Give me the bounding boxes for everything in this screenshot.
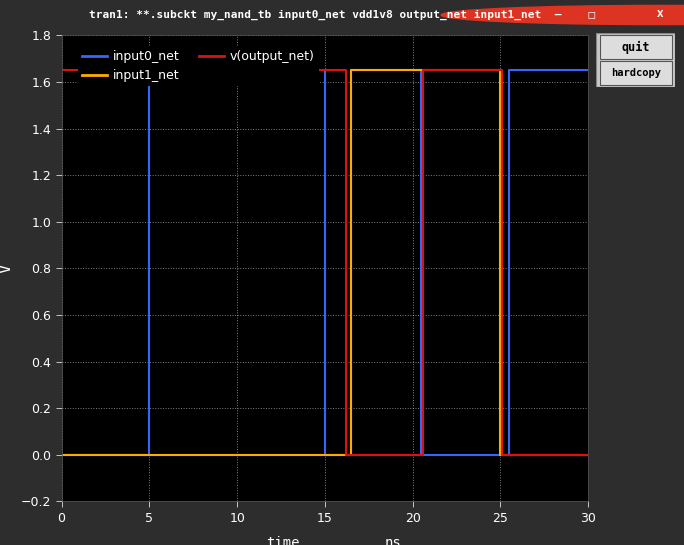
Text: tran1: **.subckt my_nand_tb input0_net vdd1v8 output_net input1_net  –    □: tran1: **.subckt my_nand_tb input0_net v…: [89, 10, 595, 20]
Circle shape: [441, 5, 684, 25]
Y-axis label: V: V: [0, 264, 14, 273]
Text: time: time: [266, 536, 300, 545]
Text: hardcopy: hardcopy: [611, 68, 661, 78]
Text: quit: quit: [622, 41, 650, 54]
Legend: input0_net, input1_net, v(output_net): input0_net, input1_net, v(output_net): [79, 46, 319, 86]
FancyBboxPatch shape: [600, 61, 672, 85]
FancyBboxPatch shape: [600, 35, 672, 59]
FancyBboxPatch shape: [596, 33, 675, 87]
Text: X: X: [657, 10, 663, 20]
Text: ns: ns: [385, 536, 402, 545]
